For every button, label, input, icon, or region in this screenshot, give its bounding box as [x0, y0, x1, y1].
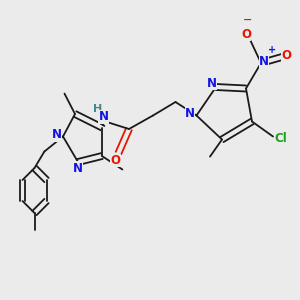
Text: O: O — [281, 49, 292, 62]
Text: H: H — [94, 103, 103, 114]
Text: +: + — [268, 45, 277, 56]
Text: Cl: Cl — [274, 131, 287, 145]
Text: O: O — [241, 28, 251, 41]
Text: N: N — [51, 128, 62, 142]
Text: N: N — [98, 110, 109, 124]
Text: N: N — [185, 106, 195, 120]
Text: −: − — [243, 15, 252, 25]
Text: N: N — [73, 161, 83, 175]
Text: O: O — [110, 154, 121, 167]
Text: N: N — [259, 55, 269, 68]
Text: N: N — [206, 77, 217, 90]
